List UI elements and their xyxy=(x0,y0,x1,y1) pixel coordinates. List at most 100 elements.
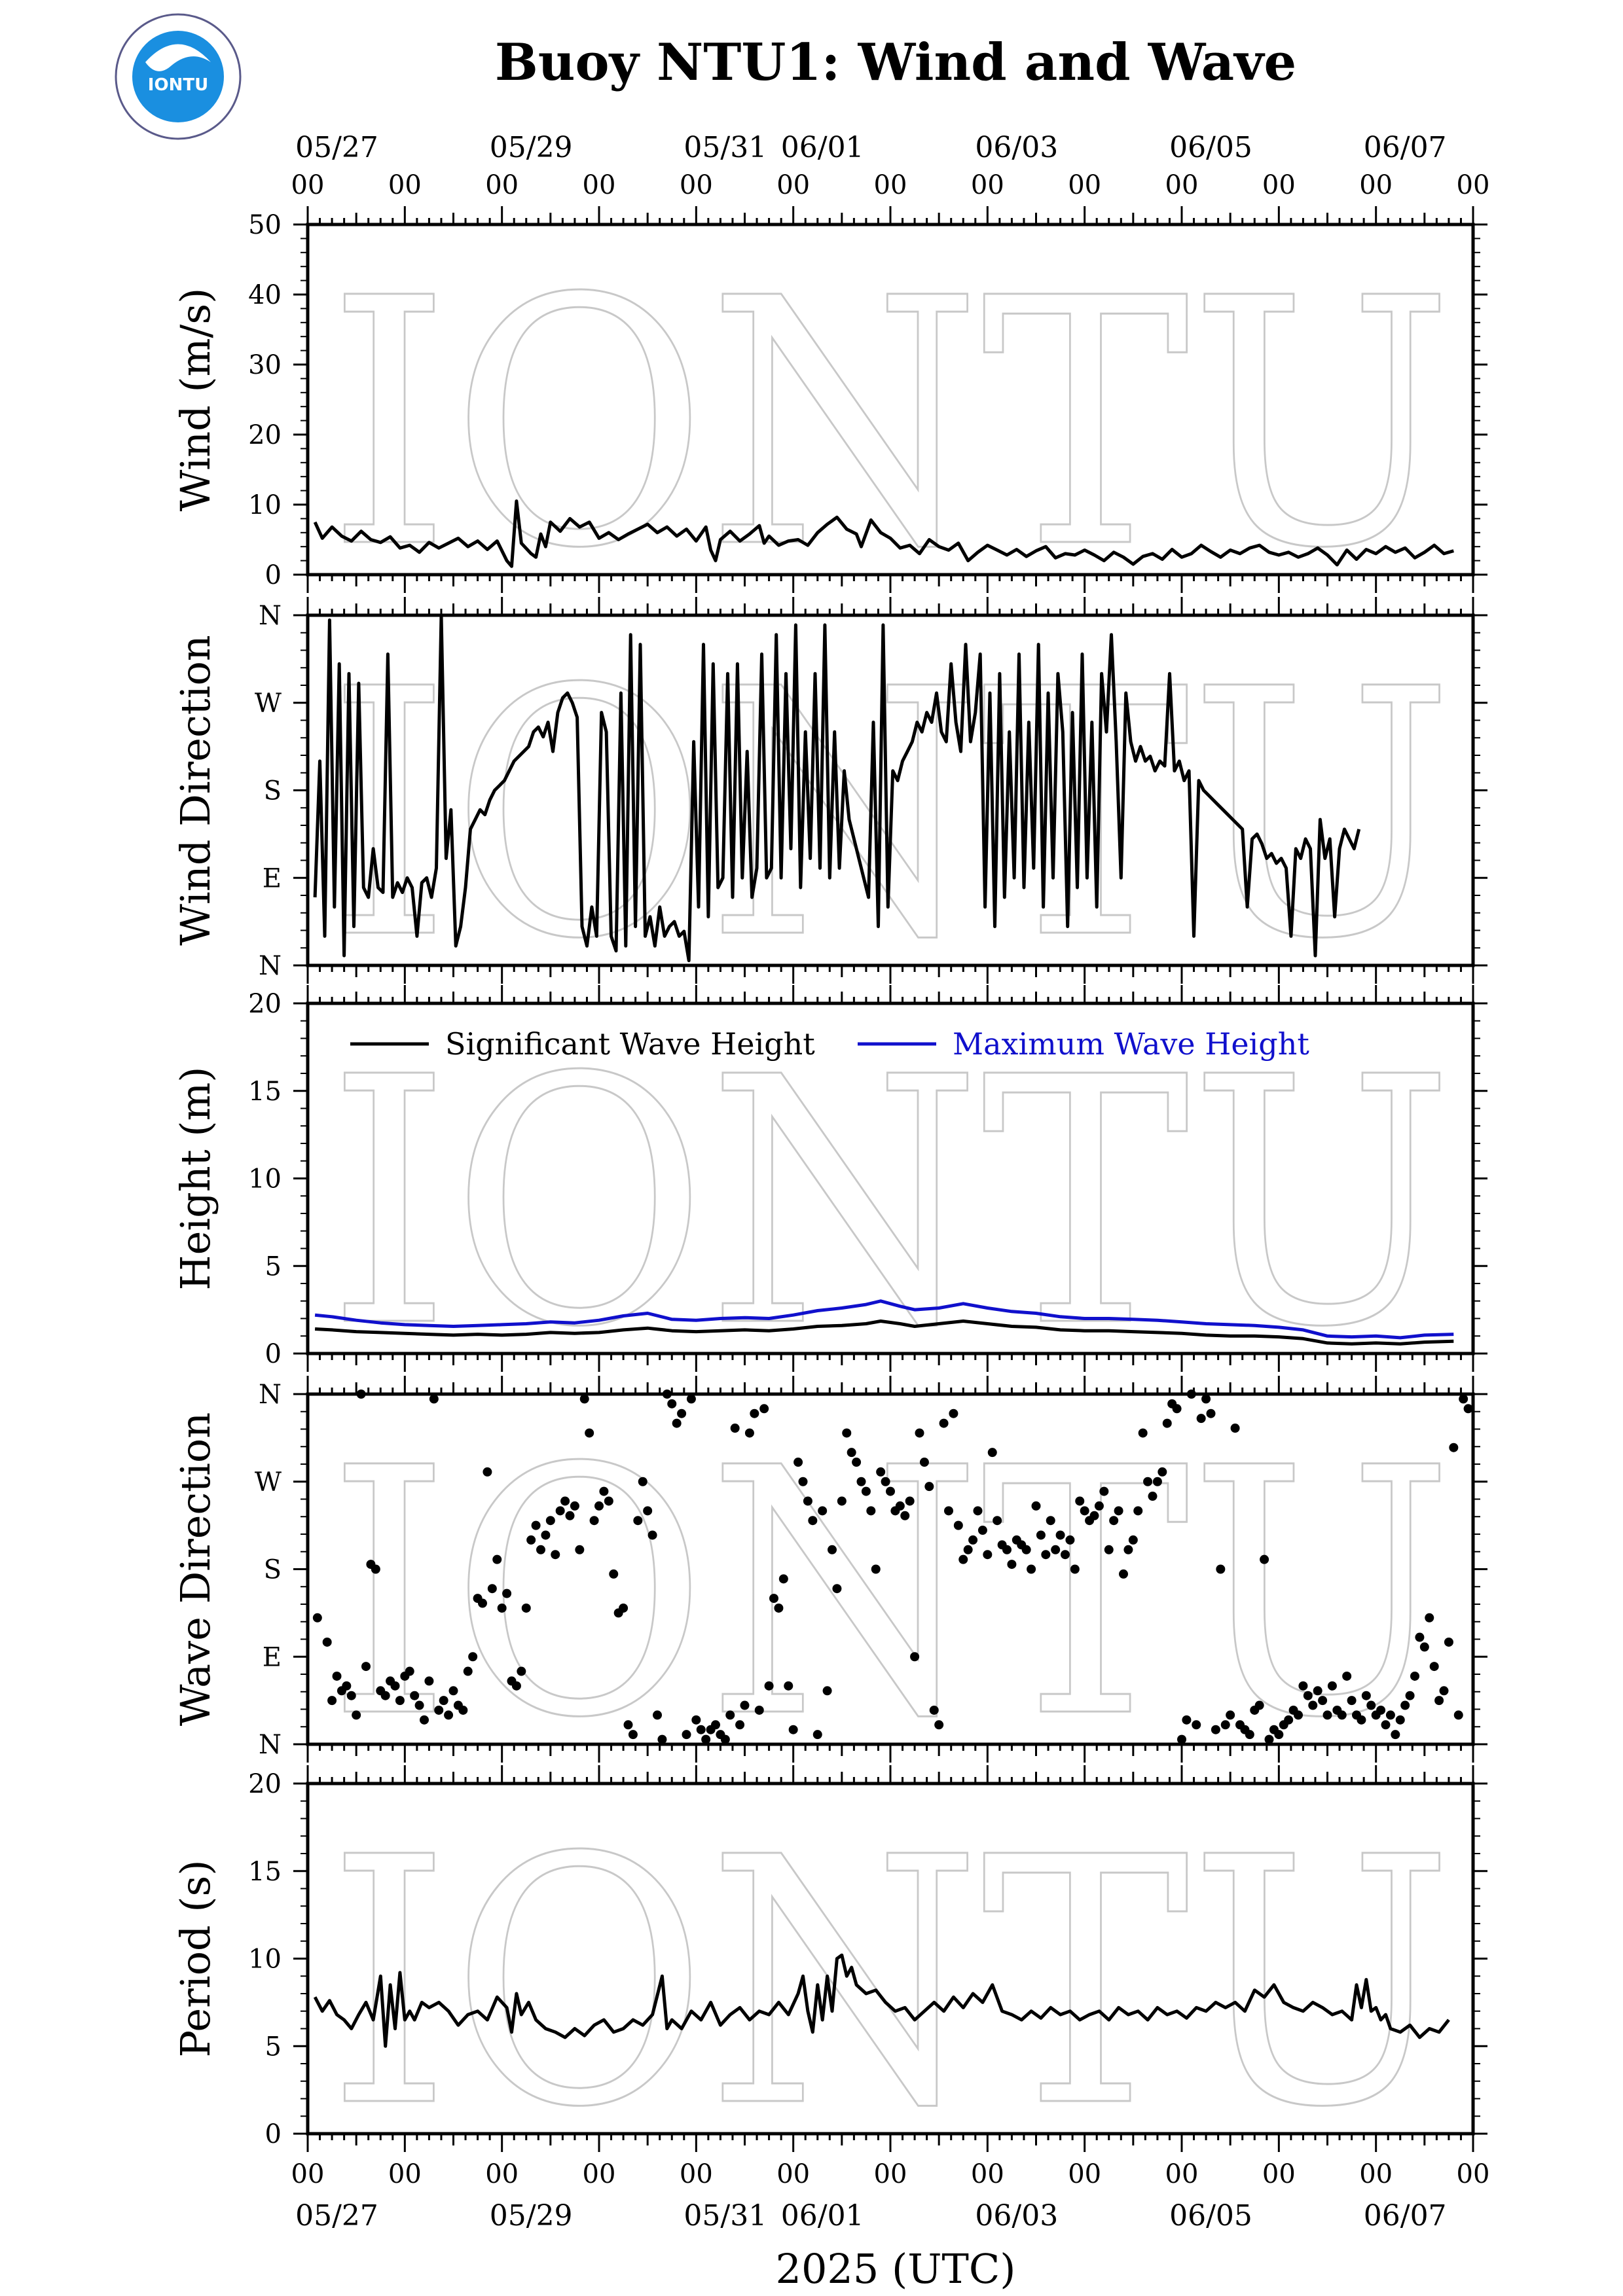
data-point xyxy=(740,1700,750,1710)
data-point xyxy=(429,1394,439,1404)
data-point xyxy=(521,1603,531,1613)
data-point xyxy=(570,1501,579,1511)
top-hour-label: 00 xyxy=(388,170,422,200)
iontu-logo: IONTU xyxy=(115,13,242,140)
data-point xyxy=(852,1458,862,1467)
data-point xyxy=(754,1705,764,1715)
y-tick-label: N xyxy=(259,601,282,631)
data-point xyxy=(876,1467,886,1477)
data-point xyxy=(1031,1501,1041,1511)
data-point xyxy=(953,1520,963,1530)
data-point xyxy=(517,1666,526,1676)
x-axis-label: 2025 (UTC) xyxy=(776,2245,1016,2293)
panel-period: IONTU 0 5 10 15 20 Period (s) xyxy=(172,1765,1487,2183)
data-point xyxy=(1260,1554,1269,1564)
bottom-hour-label: 00 xyxy=(1165,2159,1199,2189)
data-point xyxy=(1313,1686,1322,1696)
data-point xyxy=(395,1696,405,1706)
top-date-label: 06/01 xyxy=(781,131,864,164)
bottom-hour-label: 00 xyxy=(874,2159,907,2189)
bottom-hour-label: 00 xyxy=(1359,2159,1393,2189)
data-point xyxy=(657,1734,667,1744)
watermark-text: IONTU xyxy=(327,1785,1453,2181)
data-point xyxy=(1041,1550,1051,1560)
data-point xyxy=(784,1681,793,1691)
data-point xyxy=(778,1574,788,1584)
data-point xyxy=(1152,1477,1162,1486)
data-point xyxy=(1245,1730,1254,1740)
data-point xyxy=(871,1564,881,1574)
data-point xyxy=(555,1506,565,1516)
top-date-label: 06/05 xyxy=(1169,131,1252,164)
data-point xyxy=(420,1715,429,1725)
data-point xyxy=(1284,1715,1294,1725)
y-tick-label: 0 xyxy=(265,2119,282,2149)
data-point xyxy=(1376,1705,1386,1715)
data-point xyxy=(720,1734,730,1744)
top-hour-label: 00 xyxy=(874,170,907,200)
data-point xyxy=(361,1662,371,1672)
y-tick-label: 15 xyxy=(248,1077,282,1107)
data-point xyxy=(1391,1730,1400,1740)
data-point xyxy=(769,1594,778,1604)
data-point xyxy=(900,1511,910,1520)
data-point xyxy=(545,1516,555,1526)
data-point xyxy=(1327,1681,1337,1691)
data-point xyxy=(405,1666,414,1676)
top-date-label: 05/31 xyxy=(684,131,767,164)
data-point xyxy=(1177,1734,1186,1744)
data-point xyxy=(342,1681,352,1691)
data-point xyxy=(502,1588,512,1598)
data-point xyxy=(730,1424,740,1433)
top-date-label: 05/29 xyxy=(490,131,573,164)
data-point xyxy=(468,1652,478,1662)
data-point xyxy=(458,1705,468,1715)
data-point xyxy=(856,1477,866,1486)
data-point xyxy=(1206,1408,1216,1418)
data-point xyxy=(594,1501,604,1511)
data-point xyxy=(1434,1696,1444,1706)
data-point xyxy=(910,1652,920,1662)
bottom-date-label: 06/05 xyxy=(1169,2199,1252,2233)
y-tick-label: W xyxy=(255,689,282,719)
data-point xyxy=(1128,1535,1138,1545)
top-hour-label: 00 xyxy=(776,170,810,200)
data-point xyxy=(1119,1569,1128,1579)
data-point xyxy=(1114,1506,1123,1516)
data-point xyxy=(1075,1496,1085,1506)
y-tick-label: 50 xyxy=(248,210,282,240)
data-point xyxy=(793,1458,803,1467)
data-point xyxy=(483,1467,492,1477)
series-line-primary xyxy=(313,499,1454,568)
data-point xyxy=(1007,1560,1017,1570)
y-tick-label: 5 xyxy=(265,2032,282,2062)
data-point xyxy=(949,1408,958,1418)
bottom-date-label: 05/27 xyxy=(295,2199,378,2233)
bottom-date-label: 06/07 xyxy=(1364,2199,1447,2233)
data-point xyxy=(677,1408,687,1418)
data-point xyxy=(322,1637,332,1647)
data-point xyxy=(619,1603,629,1613)
data-point xyxy=(492,1554,502,1564)
data-point xyxy=(701,1734,711,1744)
data-point xyxy=(346,1691,356,1700)
data-point xyxy=(1347,1696,1357,1706)
y-tick-label: S xyxy=(264,1555,282,1585)
data-point xyxy=(667,1399,677,1408)
data-point xyxy=(604,1496,613,1506)
data-point xyxy=(803,1496,812,1506)
data-point xyxy=(1322,1710,1332,1720)
data-point xyxy=(526,1535,536,1545)
data-point xyxy=(609,1569,619,1579)
data-point xyxy=(478,1598,487,1608)
data-point xyxy=(585,1428,594,1438)
data-point xyxy=(643,1506,653,1516)
bottom-hour-label: 00 xyxy=(583,2159,616,2189)
y-tick-label: S xyxy=(264,776,282,806)
y-tick-label: N xyxy=(259,951,282,981)
series-line-primary xyxy=(314,1319,1454,1346)
data-point xyxy=(983,1550,993,1560)
data-point xyxy=(905,1496,915,1506)
data-point xyxy=(934,1720,944,1730)
